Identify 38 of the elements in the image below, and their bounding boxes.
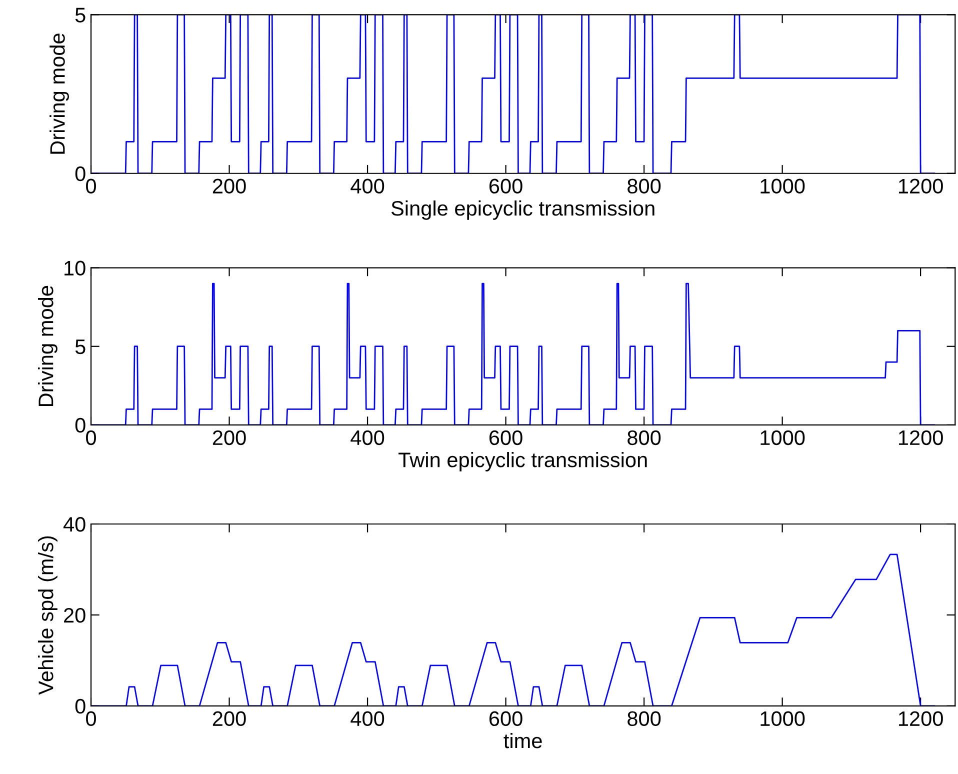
x-tick-label: 200: [212, 178, 246, 194]
y-tick-label: 0: [75, 698, 86, 714]
x-tick-label: 1000: [760, 178, 805, 194]
x-tick-label: 1200: [898, 430, 943, 446]
x-tick-label: 800: [628, 711, 661, 726]
line-series: [91, 282, 936, 425]
x-tick-label: 0: [86, 711, 96, 726]
line-series: [91, 14, 936, 174]
x-tick-label: 600: [489, 430, 522, 446]
y-tick-label: 5: [75, 8, 86, 22]
x-tick-label: 600: [489, 711, 522, 726]
x-tick-label: 1000: [760, 430, 805, 446]
x-tick-label: 200: [212, 711, 246, 726]
line-series: [91, 554, 936, 706]
x-tick-label: 400: [350, 178, 384, 194]
y-tick-label: 20: [64, 608, 86, 623]
y-tick-label: 10: [64, 260, 86, 276]
y-axis-title: Driving mode: [38, 286, 58, 406]
x-tick-label: 1200: [898, 178, 943, 194]
x-tick-label: 400: [350, 430, 384, 446]
y-axis-title: Driving mode: [50, 34, 70, 154]
x-tick-label: 600: [489, 178, 522, 194]
x-axis-title: Single epicyclic transmission: [391, 200, 654, 220]
y-tick-label: 0: [75, 418, 86, 433]
y-tick-label: 40: [63, 517, 86, 532]
x-tick-label: 800: [628, 430, 661, 446]
x-tick-label: 400: [350, 711, 384, 726]
x-tick-label: 0: [86, 178, 96, 194]
y-tick-label: 0: [75, 166, 86, 182]
x-tick-label: 1000: [760, 711, 805, 726]
x-tick-label: 200: [212, 430, 246, 446]
y-tick-label: 5: [75, 340, 86, 354]
x-axis-title: Twin epicyclic transmission: [398, 452, 647, 472]
x-axis-title: time: [504, 732, 542, 748]
x-tick-label: 1200: [898, 711, 943, 726]
y-axis-title: Vehicle spd (m/s): [38, 536, 58, 695]
x-tick-label: 0: [86, 430, 96, 446]
x-tick-label: 800: [628, 178, 661, 194]
